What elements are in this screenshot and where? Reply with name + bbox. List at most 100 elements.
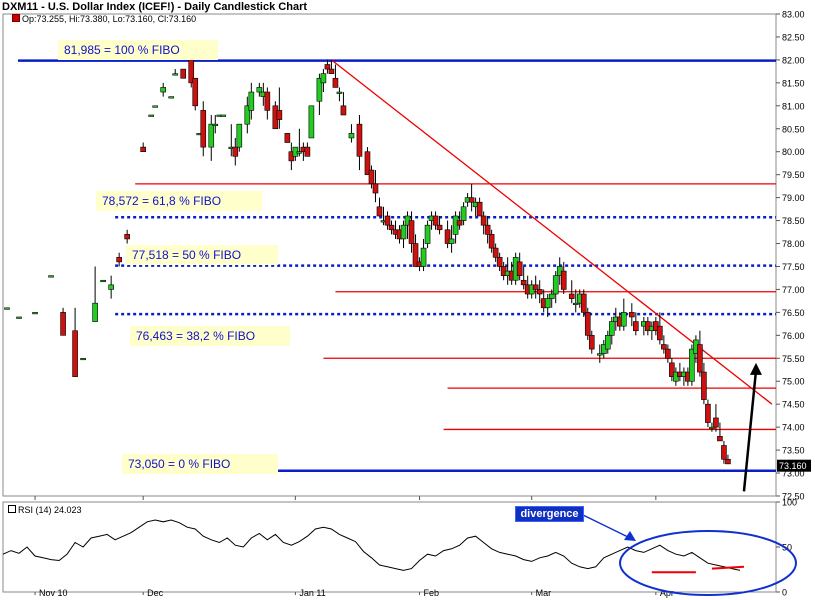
- x-tick-label: Dec: [147, 588, 164, 598]
- candle-down: [560, 270, 567, 290]
- price-series-swatch: [12, 14, 20, 22]
- candle-up: [552, 275, 559, 295]
- x-tick-label: Jan 11: [299, 588, 325, 598]
- fibo-382-label: 76,463 = 38,2 % FIBO: [130, 326, 290, 346]
- x-tick-label: Apr: [660, 588, 674, 598]
- candle-down: [412, 243, 419, 267]
- candle-up: [296, 151, 303, 154]
- ohlc-values: Op:73.255, Hi:73.380, Lo:73.160, Cl:73.1…: [22, 14, 197, 24]
- candle-down: [568, 293, 575, 299]
- divergence-label: divergence: [515, 506, 584, 522]
- rsi-y-tick-label: 100: [782, 498, 797, 508]
- price-y-tick-label: 81.00: [782, 101, 805, 111]
- candle-down: [476, 201, 483, 217]
- candle-down: [324, 64, 331, 70]
- candle-up: [160, 87, 167, 93]
- fibo-618-label: 78,572 = 61,8 % FIBO: [96, 191, 262, 211]
- candle-down: [516, 261, 523, 276]
- divergence-pointer: [582, 514, 629, 538]
- candle-down: [340, 105, 347, 116]
- candle-down: [492, 247, 499, 258]
- candle-up: [148, 114, 154, 117]
- candle-down: [444, 229, 451, 244]
- candle-up: [220, 114, 227, 117]
- candle-up: [172, 73, 179, 76]
- candle-down: [408, 220, 415, 244]
- candle-down: [721, 445, 727, 460]
- price-y-tick-label: 80.00: [782, 147, 805, 157]
- candle-down: [124, 234, 130, 240]
- candle-up: [80, 357, 86, 361]
- candle-up: [152, 105, 158, 108]
- x-tick-label: Mar: [536, 588, 552, 598]
- candle-up: [336, 91, 343, 94]
- price-y-tick-label: 74.50: [782, 400, 805, 410]
- candle-down: [701, 371, 707, 400]
- candle-down: [725, 458, 731, 465]
- candle-down: [72, 330, 78, 377]
- candle-down: [332, 77, 339, 88]
- candle-down: [192, 77, 199, 107]
- candle-down: [484, 224, 491, 235]
- candle-up: [348, 133, 355, 139]
- candle-down: [468, 197, 475, 203]
- fibo-50-label: 77,518 = 50 % FIBO: [126, 245, 278, 265]
- candle-up: [4, 307, 10, 310]
- price-y-tick-label: 82.50: [782, 32, 805, 42]
- candle-up: [256, 87, 263, 93]
- candle-down: [180, 68, 187, 79]
- candle-down: [60, 312, 66, 336]
- candle-up: [572, 302, 579, 306]
- candle-down: [665, 348, 671, 359]
- candle-down: [633, 321, 639, 332]
- candle-up: [621, 312, 627, 327]
- rsi-panel: [2, 501, 777, 593]
- rsi-legend-text: RSI (14) 24.023: [18, 505, 82, 515]
- candle-up: [320, 73, 327, 84]
- candle-up: [168, 96, 175, 99]
- candle-down: [356, 123, 363, 157]
- price-y-tick-label: 79.00: [782, 193, 805, 203]
- candle-down: [713, 417, 719, 428]
- price-y-tick-label: 72.50: [782, 492, 805, 502]
- price-y-tick-label: 75.00: [782, 377, 805, 387]
- up-arrow-shaft: [742, 370, 758, 492]
- candle-down: [284, 133, 291, 143]
- candle-down: [232, 146, 239, 157]
- candle-up: [548, 293, 555, 299]
- candle-up: [689, 348, 695, 382]
- candle-up: [16, 316, 22, 319]
- candle-down: [657, 325, 663, 341]
- rsi-line: [2, 519, 741, 571]
- candle-up: [316, 77, 323, 102]
- candle-up: [212, 123, 219, 126]
- price-y-tick-label: 82.00: [782, 55, 805, 65]
- ohlc-readout: Op:73.255, Hi:73.380, Lo:73.160, Cl:73.1…: [12, 14, 196, 24]
- candle-down: [669, 362, 675, 377]
- candle-down: [140, 146, 146, 153]
- candle-down: [432, 215, 439, 226]
- candle-down: [488, 234, 495, 249]
- candle-up: [308, 105, 315, 139]
- candle-down: [276, 110, 283, 120]
- candle-up: [460, 206, 467, 221]
- price-y-tick-label: 78.00: [782, 239, 805, 249]
- price-y-tick-label: 76.50: [782, 308, 805, 318]
- candle-down: [588, 335, 595, 350]
- rsi-series-swatch: [8, 505, 16, 513]
- price-y-tick-label: 75.50: [782, 354, 805, 364]
- rsi-legend: RSI (14) 24.023: [8, 505, 82, 515]
- price-y-tick-label: 73.50: [782, 446, 805, 456]
- price-y-tick-label: 83.00: [782, 10, 805, 20]
- candle-down: [436, 224, 443, 231]
- fibo-100-label: 81,985 = 100 % FIBO: [58, 40, 218, 60]
- candle-down: [376, 206, 383, 217]
- x-tick-label: Nov 10: [39, 588, 68, 598]
- candle-up: [92, 302, 98, 322]
- divergence-mark: [711, 565, 745, 570]
- candle-up: [448, 238, 455, 244]
- candle-down: [661, 344, 667, 350]
- rsi-y-tick-label: 0: [782, 588, 787, 598]
- price-y-tick-label: 73.00: [782, 469, 805, 479]
